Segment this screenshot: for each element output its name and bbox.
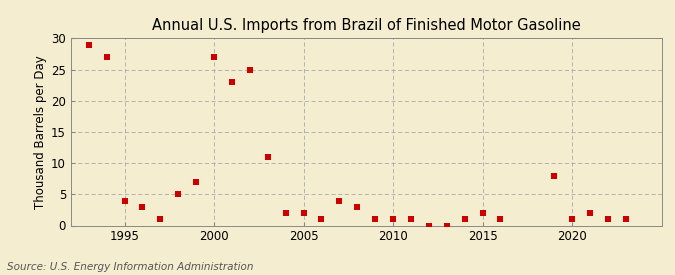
Point (602, 217, 613, 221)
Point (280, 211, 291, 215)
Point (585, 211, 595, 215)
Point (137, 205, 148, 209)
Point (459, 217, 470, 221)
Point (227, 80, 238, 84)
Text: Source: U.S. Energy Information Administration: Source: U.S. Energy Information Administ… (7, 262, 253, 272)
Point (155, 217, 166, 221)
Y-axis label: Thousand Barrels per Day: Thousand Barrels per Day (34, 55, 47, 209)
Point (406, 217, 416, 221)
Point (370, 217, 381, 221)
Point (263, 155, 273, 159)
Point (173, 192, 184, 197)
Point (209, 55, 219, 59)
Point (191, 180, 202, 184)
Point (477, 211, 488, 215)
Point (84, 43, 95, 47)
Point (387, 217, 398, 221)
Point (495, 217, 506, 221)
Point (101, 55, 112, 59)
Point (423, 223, 434, 228)
Point (352, 205, 362, 209)
Point (119, 198, 130, 203)
Point (441, 223, 452, 228)
Title: Annual U.S. Imports from Brazil of Finished Motor Gasoline: Annual U.S. Imports from Brazil of Finis… (152, 18, 580, 33)
Point (566, 217, 577, 221)
Point (298, 211, 309, 215)
Point (334, 198, 345, 203)
Point (549, 174, 560, 178)
Point (244, 67, 255, 72)
Point (316, 217, 327, 221)
Point (620, 217, 631, 221)
